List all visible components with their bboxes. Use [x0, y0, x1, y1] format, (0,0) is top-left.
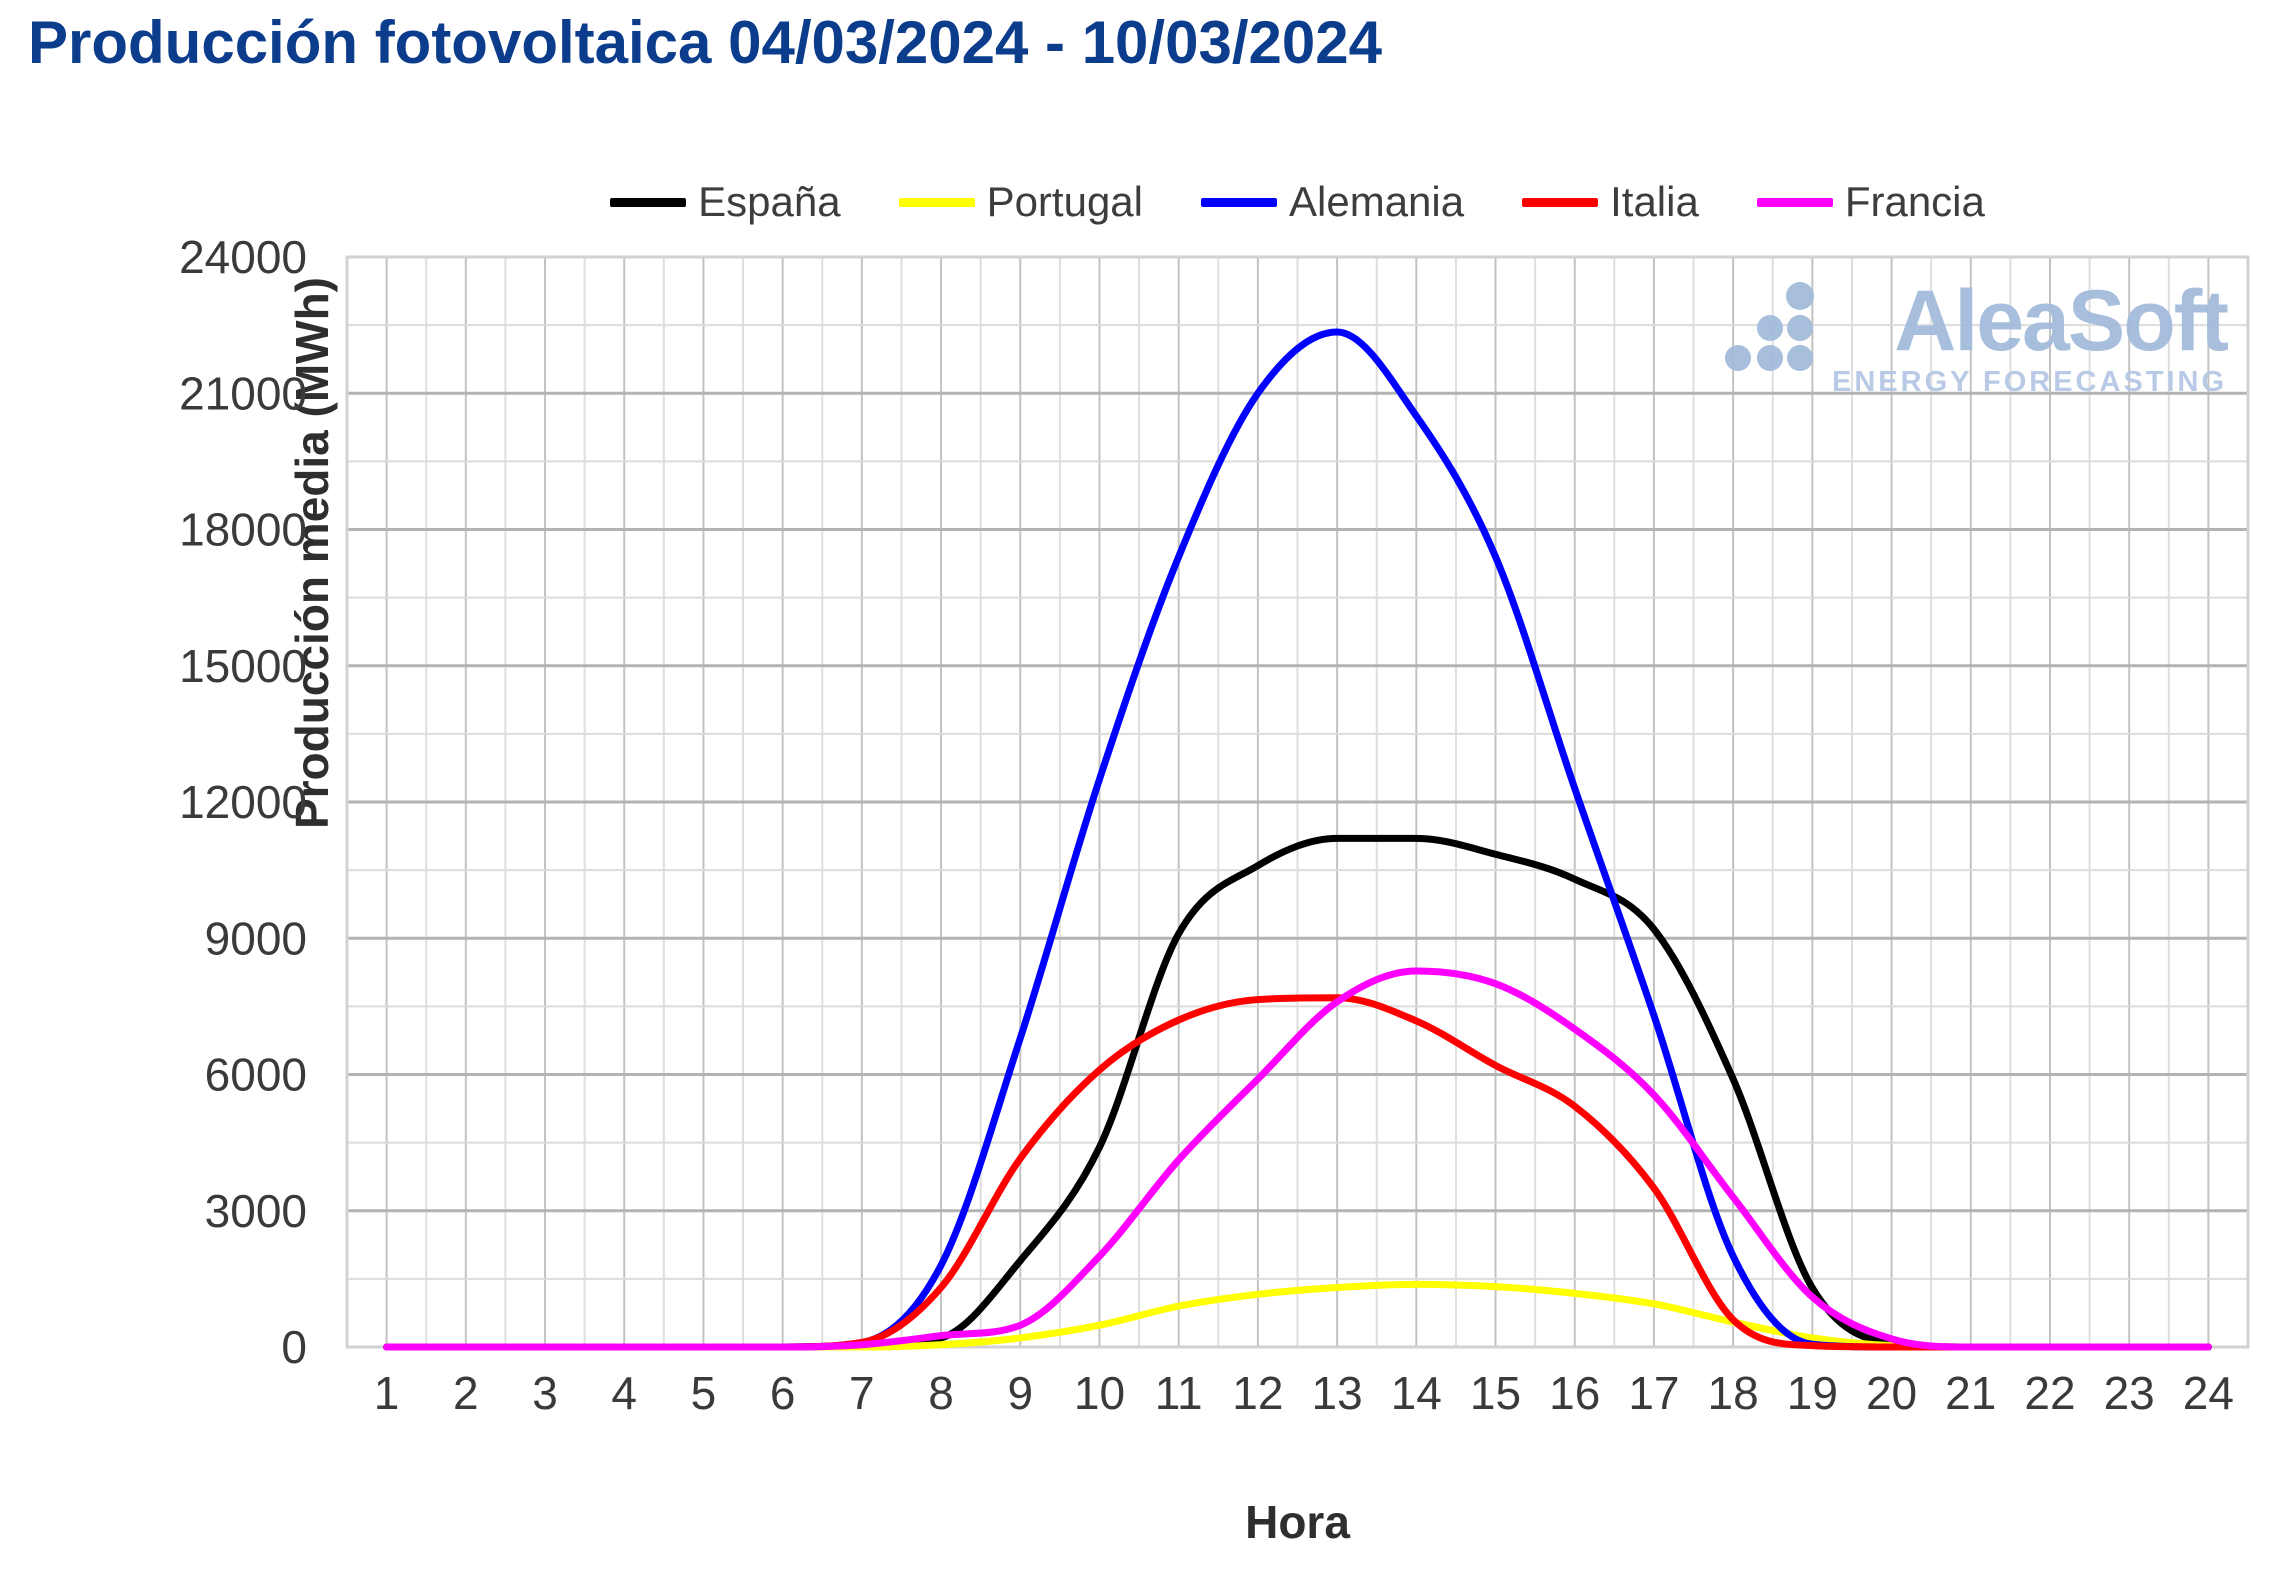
- x-tick-label: 19: [1787, 1367, 1838, 1419]
- legend-label-portugal: Portugal: [986, 178, 1143, 225]
- chart-title: Producción fotovoltaica 04/03/2024 - 10/…: [28, 9, 1382, 76]
- x-tick-label: 23: [2104, 1367, 2155, 1419]
- y-tick-label: 3000: [205, 1185, 307, 1237]
- legend-swatch-españa: [610, 197, 687, 207]
- x-tick-label: 10: [1074, 1367, 1125, 1419]
- legend-item-italia: Italia: [1522, 178, 1699, 226]
- legend-label-italia: Italia: [1610, 178, 1699, 225]
- legend-swatch-italia: [1522, 197, 1599, 207]
- y-tick-label: 21000: [179, 367, 307, 419]
- x-tick-label: 12: [1232, 1367, 1283, 1419]
- legend-label-francia: Francia: [1844, 178, 1985, 225]
- x-tick-label: 5: [691, 1367, 717, 1419]
- legend-swatch-alemania: [1201, 197, 1277, 207]
- y-tick-label: 6000: [205, 1049, 307, 1101]
- x-tick-label: 14: [1391, 1367, 1442, 1419]
- y-tick-label: 9000: [205, 912, 307, 964]
- legend-item-portugal: Portugal: [898, 178, 1143, 226]
- legend-swatch-portugal: [898, 197, 975, 207]
- legend-swatch-francia: [1756, 197, 1833, 207]
- x-tick-label: 16: [1549, 1367, 1600, 1419]
- x-tick-label: 20: [1866, 1367, 1917, 1419]
- x-tick-label: 8: [928, 1367, 954, 1419]
- y-tick-label: 15000: [179, 640, 307, 692]
- x-axis-title: Hora: [1245, 1496, 1350, 1548]
- y-tick-label: 0: [281, 1321, 307, 1373]
- x-tick-label: 21: [1945, 1367, 1996, 1419]
- x-tick-label: 9: [1007, 1367, 1033, 1419]
- x-tick-label: 7: [849, 1367, 875, 1419]
- x-tick-label: 3: [532, 1367, 558, 1419]
- legend-item-alemania: Alemania: [1201, 178, 1464, 226]
- x-tick-label: 4: [611, 1367, 637, 1419]
- x-tick-label: 6: [770, 1367, 796, 1419]
- legend: España Portugal Alemania Italia Francia: [347, 178, 2248, 226]
- series-line-francia: [383, 967, 2212, 1351]
- y-tick-label: 18000: [179, 504, 307, 556]
- x-tick-label: 2: [453, 1367, 479, 1419]
- legend-item-españa: España: [610, 178, 841, 226]
- x-tick-label: 22: [2024, 1367, 2075, 1419]
- legend-label-alemania: Alemania: [1289, 178, 1465, 225]
- y-tick-label: 24000: [179, 231, 307, 283]
- x-tick-label: 24: [2183, 1367, 2234, 1419]
- x-tick-label: 1: [374, 1367, 400, 1419]
- x-tick-label: 15: [1470, 1367, 1521, 1419]
- x-tick-label: 17: [1628, 1367, 1679, 1419]
- legend-label-españa: España: [698, 178, 841, 225]
- legend-item-francia: Francia: [1756, 178, 1985, 226]
- y-tick-label: 12000: [179, 776, 307, 828]
- x-tick-label: 13: [1312, 1367, 1363, 1419]
- x-tick-label: 11: [1155, 1367, 1203, 1419]
- plot-border: [345, 255, 2250, 1349]
- x-tick-label: 18: [1708, 1367, 1759, 1419]
